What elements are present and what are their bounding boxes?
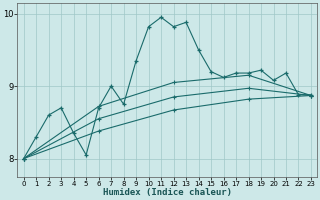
X-axis label: Humidex (Indice chaleur): Humidex (Indice chaleur) <box>103 188 232 197</box>
